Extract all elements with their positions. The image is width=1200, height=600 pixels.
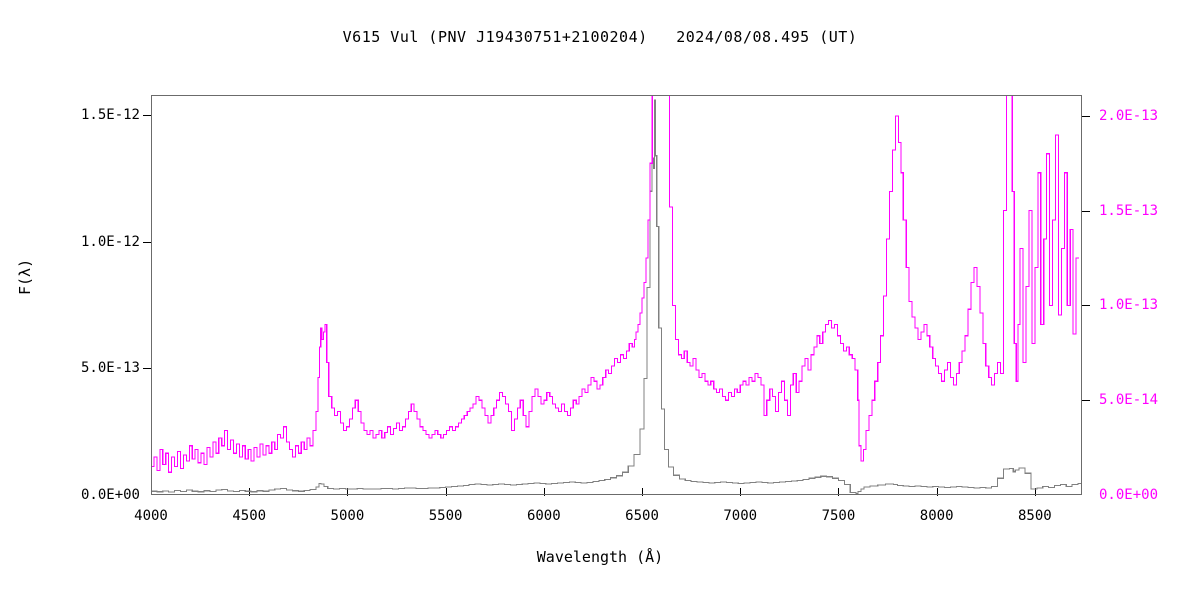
y-tick-mark-right-3	[1082, 210, 1090, 212]
x-tick-label-5: 6500	[625, 508, 659, 524]
y-tick-label-right-3: 1.5E-13	[1099, 202, 1159, 219]
y-tick-label-left-3: 1.5E-12	[80, 107, 140, 124]
y-tick-label-right-4: 2.0E-13	[1099, 107, 1159, 124]
x-tick-label-9: 8500	[1018, 508, 1052, 524]
x-tick-label-4: 6000	[526, 508, 561, 524]
plot-area	[151, 95, 1082, 495]
x-tick-mark-5	[642, 488, 644, 496]
y-tick-mark-left-1	[143, 368, 151, 370]
series-flux-scaled-right-axis	[151, 95, 1080, 473]
y-tick-mark-left-3	[143, 115, 151, 117]
series-flux-left-axis	[151, 99, 1082, 495]
spectrum-canvas	[151, 95, 1082, 495]
x-tick-mark-4	[543, 488, 545, 496]
x-tick-label-2: 5000	[330, 508, 365, 524]
x-tick-label-1: 4500	[232, 508, 267, 524]
page-title: V615 Vul (PNV J19430751+2100204) 2024/08…	[342, 28, 858, 46]
x-tick-mark-3	[445, 488, 447, 496]
x-tick-mark-8	[936, 488, 938, 496]
y-tick-label-right-2: 1.0E-13	[1099, 297, 1159, 314]
x-tick-mark-7	[838, 488, 840, 496]
x-tick-mark-2	[347, 488, 349, 496]
y-tick-label-right-1: 5.0E-14	[1099, 392, 1159, 409]
x-tick-label-7: 7500	[821, 508, 856, 524]
x-tick-label-6: 7000	[723, 508, 758, 524]
series-group	[151, 95, 1082, 495]
y-tick-label-left-2: 1.0E-12	[80, 233, 140, 250]
y-tick-mark-left-2	[143, 241, 151, 243]
y-tick-label-left-0: 0.0E+00	[80, 487, 140, 503]
y-tick-mark-right-2	[1082, 305, 1090, 307]
x-tick-label-3: 5500	[428, 508, 463, 524]
y-tick-label-right-0: 0.0E+00	[1099, 487, 1159, 503]
y-axis-label-left: F(λ)	[16, 258, 34, 295]
x-axis-label: Wavelength (Å)	[536, 548, 664, 566]
x-tick-label-8: 8000	[919, 508, 954, 524]
x-tick-mark-9	[1034, 488, 1036, 496]
x-tick-mark-1	[249, 488, 251, 496]
y-tick-mark-right-4	[1082, 115, 1090, 117]
y-tick-label-left-1: 5.0E-13	[80, 360, 140, 377]
x-tick-mark-6	[740, 488, 742, 496]
x-tick-label-0: 4000	[134, 508, 168, 524]
y-tick-mark-right-1	[1082, 400, 1090, 402]
